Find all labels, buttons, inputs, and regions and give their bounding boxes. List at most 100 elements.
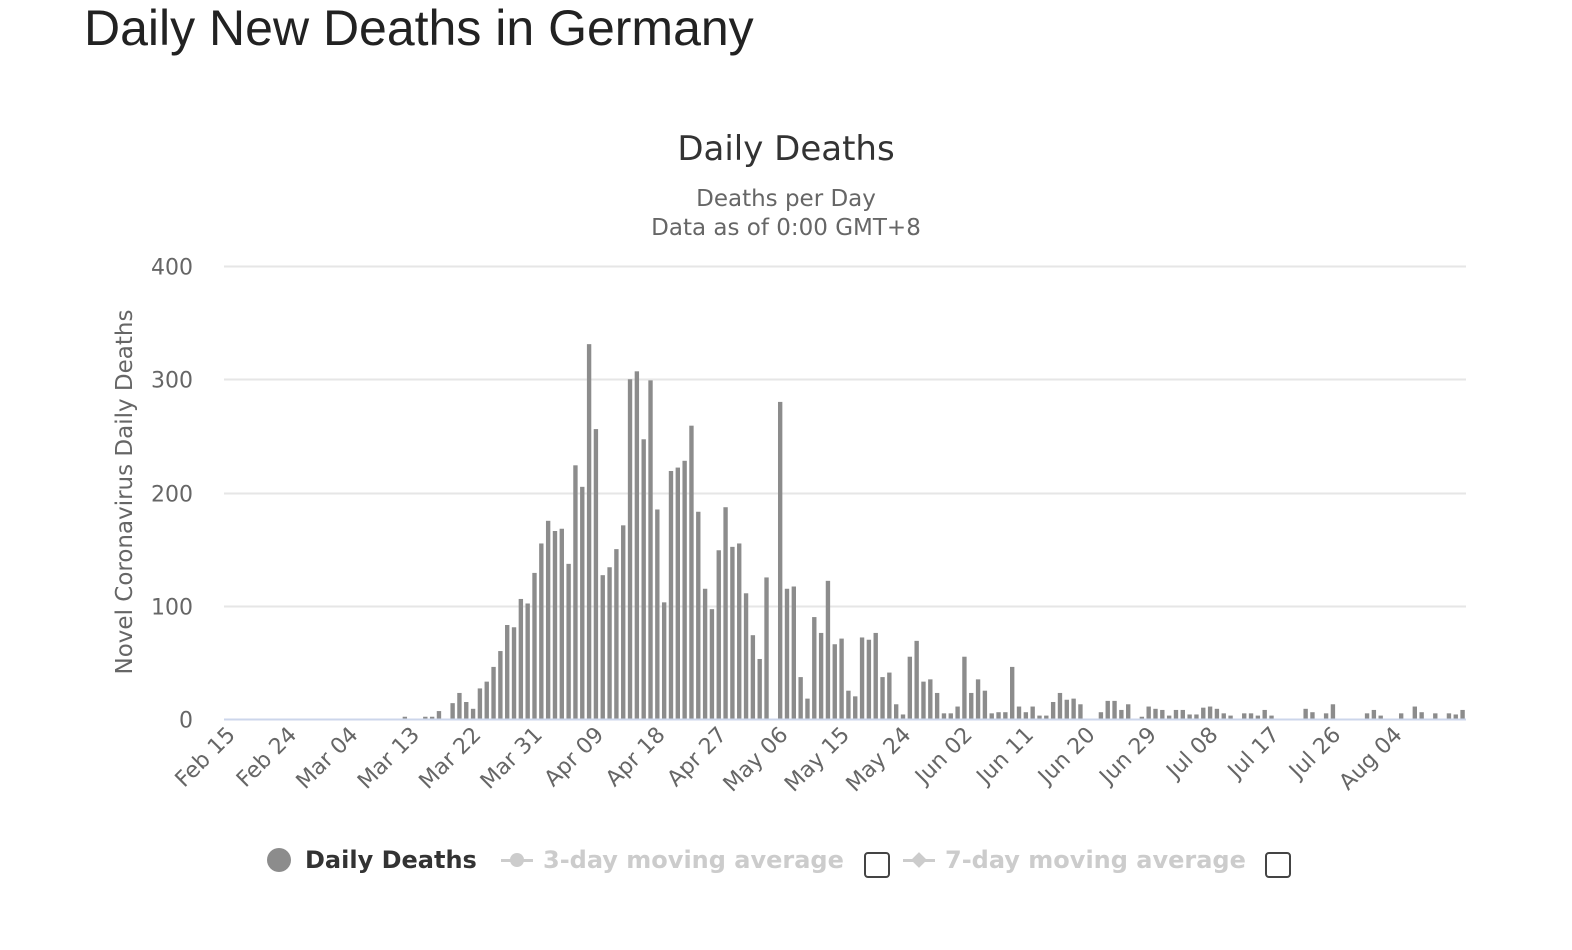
bar[interactable] bbox=[832, 644, 837, 719]
bar[interactable] bbox=[1371, 709, 1377, 719]
bar[interactable] bbox=[402, 716, 408, 719]
bar[interactable] bbox=[661, 602, 667, 719]
bar[interactable] bbox=[668, 470, 674, 719]
bar[interactable] bbox=[907, 656, 913, 719]
bar[interactable] bbox=[1201, 707, 1206, 719]
bar[interactable] bbox=[457, 692, 462, 719]
bar[interactable] bbox=[545, 520, 551, 719]
bar[interactable] bbox=[975, 679, 981, 719]
bar[interactable] bbox=[1098, 712, 1104, 719]
bar[interactable] bbox=[1460, 709, 1465, 719]
bar[interactable] bbox=[491, 666, 496, 719]
bar[interactable] bbox=[682, 460, 687, 719]
bar[interactable] bbox=[1419, 712, 1424, 719]
bar[interactable] bbox=[1242, 713, 1247, 719]
bar[interactable] bbox=[1255, 715, 1261, 719]
bar[interactable] bbox=[477, 688, 483, 719]
bar[interactable] bbox=[1057, 692, 1063, 719]
bar[interactable] bbox=[723, 507, 728, 719]
bar[interactable] bbox=[737, 543, 742, 719]
bar[interactable] bbox=[1037, 715, 1042, 719]
checkbox-7-day-average[interactable] bbox=[1265, 852, 1291, 878]
bar[interactable] bbox=[941, 713, 947, 719]
bar[interactable] bbox=[423, 716, 428, 719]
bar[interactable] bbox=[1310, 712, 1315, 719]
bar[interactable] bbox=[1030, 706, 1035, 719]
bar[interactable] bbox=[525, 603, 530, 719]
bar[interactable] bbox=[709, 609, 715, 719]
bar[interactable] bbox=[1412, 706, 1417, 719]
bar[interactable] bbox=[900, 714, 906, 719]
bar[interactable] bbox=[1003, 712, 1008, 719]
bar[interactable] bbox=[1228, 715, 1233, 719]
bar[interactable] bbox=[812, 617, 817, 719]
legend-item-7-day-average[interactable]: 7-day moving average bbox=[903, 838, 1246, 882]
bar[interactable] bbox=[621, 525, 626, 719]
bar[interactable] bbox=[689, 425, 694, 719]
bar[interactable] bbox=[1378, 715, 1383, 719]
bar[interactable] bbox=[573, 465, 578, 719]
bar[interactable] bbox=[853, 696, 858, 719]
bar[interactable] bbox=[1050, 702, 1056, 719]
bar[interactable] bbox=[464, 702, 469, 719]
bar[interactable] bbox=[955, 706, 960, 719]
bar[interactable] bbox=[429, 716, 435, 719]
bar[interactable] bbox=[1207, 706, 1213, 719]
bar[interactable] bbox=[887, 672, 892, 719]
bar[interactable] bbox=[825, 580, 831, 719]
bar[interactable] bbox=[634, 371, 640, 719]
bar[interactable] bbox=[805, 698, 810, 719]
bar[interactable] bbox=[743, 593, 749, 719]
bar[interactable] bbox=[1180, 709, 1185, 719]
bar[interactable] bbox=[1187, 714, 1192, 719]
legend-item-daily-deaths[interactable]: Daily Deaths bbox=[267, 838, 477, 882]
bar[interactable] bbox=[1248, 713, 1254, 719]
bar[interactable] bbox=[798, 677, 803, 719]
bar[interactable] bbox=[791, 586, 796, 720]
bar[interactable] bbox=[1112, 700, 1117, 719]
bar[interactable] bbox=[921, 681, 926, 719]
bar[interactable] bbox=[1064, 699, 1069, 719]
bar[interactable] bbox=[818, 632, 824, 719]
bar[interactable] bbox=[866, 639, 872, 719]
bar[interactable] bbox=[470, 708, 476, 719]
bar[interactable] bbox=[593, 429, 599, 719]
bar[interactable] bbox=[511, 627, 517, 719]
bar[interactable] bbox=[894, 704, 899, 719]
bar[interactable] bbox=[784, 588, 790, 719]
bar[interactable] bbox=[764, 577, 769, 719]
bar[interactable] bbox=[1446, 713, 1452, 719]
bar[interactable] bbox=[716, 550, 721, 719]
bar[interactable] bbox=[880, 677, 885, 719]
bar[interactable] bbox=[969, 692, 974, 719]
bar[interactable] bbox=[757, 658, 762, 719]
bar[interactable] bbox=[1221, 713, 1226, 719]
bar[interactable] bbox=[1119, 709, 1124, 719]
bar[interactable] bbox=[982, 690, 988, 719]
bar[interactable] bbox=[1398, 713, 1404, 719]
bar[interactable] bbox=[1071, 698, 1076, 719]
bar[interactable] bbox=[1330, 704, 1336, 719]
bar[interactable] bbox=[532, 572, 537, 719]
checkbox-3-day-average[interactable] bbox=[864, 852, 890, 878]
bar[interactable] bbox=[1453, 714, 1458, 719]
legend-item-3-day-average[interactable]: 3-day moving average bbox=[501, 838, 844, 882]
bar[interactable] bbox=[1173, 709, 1179, 719]
bar[interactable] bbox=[839, 638, 844, 719]
bar[interactable] bbox=[675, 467, 680, 719]
bar[interactable] bbox=[750, 635, 756, 719]
bar[interactable] bbox=[846, 690, 851, 719]
bar[interactable] bbox=[914, 640, 919, 719]
bar[interactable] bbox=[559, 528, 564, 719]
bar[interactable] bbox=[1166, 715, 1172, 719]
bar[interactable] bbox=[484, 681, 489, 719]
bar[interactable] bbox=[859, 637, 865, 719]
bar[interactable] bbox=[1153, 708, 1158, 719]
bar[interactable] bbox=[450, 703, 455, 719]
bar[interactable] bbox=[552, 531, 558, 719]
bar[interactable] bbox=[1433, 713, 1438, 719]
bar[interactable] bbox=[1139, 716, 1145, 719]
bar[interactable] bbox=[648, 380, 653, 719]
bar[interactable] bbox=[948, 713, 953, 719]
bar[interactable] bbox=[518, 598, 524, 719]
